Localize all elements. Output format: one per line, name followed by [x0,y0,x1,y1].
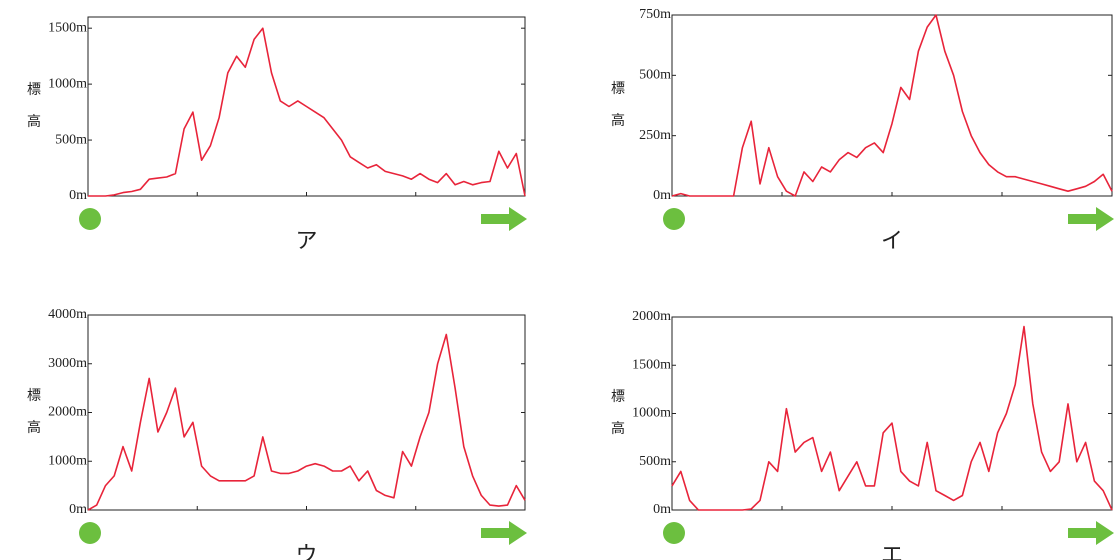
y-axis-label: 標高 [609,81,625,145]
y-tick-label: 1500m [632,357,671,372]
y-tick-label: 1000m [48,76,87,91]
elevation-line [671,325,1113,511]
end-arrow [481,207,527,231]
y-axis-label: 標高 [25,388,41,452]
chart-title: エ [881,543,903,560]
end-arrow [1068,207,1114,231]
start-marker [663,522,685,544]
y-tick-label: 250m [639,128,671,143]
y-tick-label: 1000m [48,453,87,468]
elevation-line [88,27,526,197]
start-marker [79,208,101,230]
y-tick-label: 1500m [48,20,87,35]
y-tick-label: 750m [639,7,671,22]
y-tick-label: 500m [639,68,671,83]
start-marker [663,208,685,230]
y-axis-label: 標高 [25,82,41,146]
y-tick-label: 1000m [632,406,671,421]
y-tick-label: 0m [69,188,87,203]
start-marker [79,522,101,544]
chart-title: ア [295,229,317,254]
y-tick-label: 500m [55,132,87,147]
end-arrow [481,521,527,545]
y-tick-label: 0m [69,502,87,517]
plot-frame [671,316,1113,511]
elevation-line [671,14,1113,197]
y-tick-label: 2000m [48,405,87,420]
y-tick-label: 0m [653,502,671,517]
y-tick-label: 0m [653,188,671,203]
y-tick-label: 3000m [48,356,87,371]
y-tick-label: 500m [639,454,671,469]
end-arrow [1068,521,1114,545]
elevation-line [87,333,526,511]
chart-title: ウ [295,543,317,560]
chart-title: イ [881,229,903,254]
y-axis-label: 標高 [609,389,625,453]
y-tick-label: 2000m [632,309,671,324]
y-tick-label: 4000m [48,307,87,322]
